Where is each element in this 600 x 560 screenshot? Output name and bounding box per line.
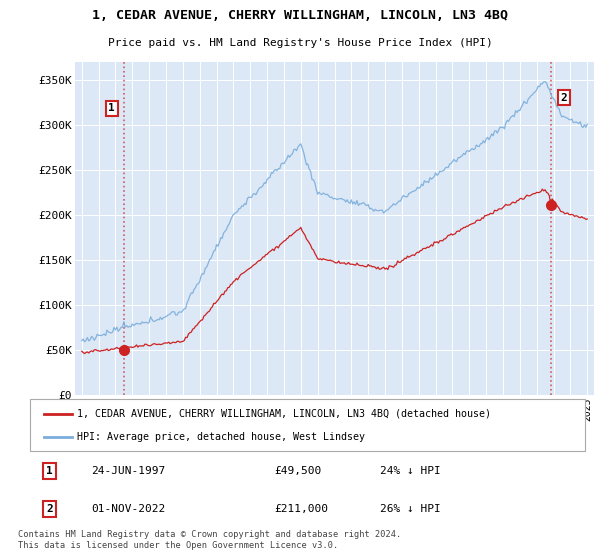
Text: £211,000: £211,000 <box>274 504 328 514</box>
Text: 1: 1 <box>109 104 115 114</box>
Text: 24% ↓ HPI: 24% ↓ HPI <box>380 466 440 476</box>
Text: HPI: Average price, detached house, West Lindsey: HPI: Average price, detached house, West… <box>77 432 365 442</box>
Text: 1: 1 <box>46 466 53 476</box>
Text: Price paid vs. HM Land Registry's House Price Index (HPI): Price paid vs. HM Land Registry's House … <box>107 38 493 48</box>
Text: 1, CEDAR AVENUE, CHERRY WILLINGHAM, LINCOLN, LN3 4BQ: 1, CEDAR AVENUE, CHERRY WILLINGHAM, LINC… <box>92 9 508 22</box>
Text: £49,500: £49,500 <box>274 466 322 476</box>
Text: 26% ↓ HPI: 26% ↓ HPI <box>380 504 440 514</box>
Text: 2: 2 <box>46 504 53 514</box>
Text: 2: 2 <box>561 92 568 102</box>
Text: 01-NOV-2022: 01-NOV-2022 <box>91 504 166 514</box>
Text: 1, CEDAR AVENUE, CHERRY WILLINGHAM, LINCOLN, LN3 4BQ (detached house): 1, CEDAR AVENUE, CHERRY WILLINGHAM, LINC… <box>77 409 491 419</box>
Text: Contains HM Land Registry data © Crown copyright and database right 2024.
This d: Contains HM Land Registry data © Crown c… <box>18 530 401 550</box>
Text: 24-JUN-1997: 24-JUN-1997 <box>91 466 166 476</box>
